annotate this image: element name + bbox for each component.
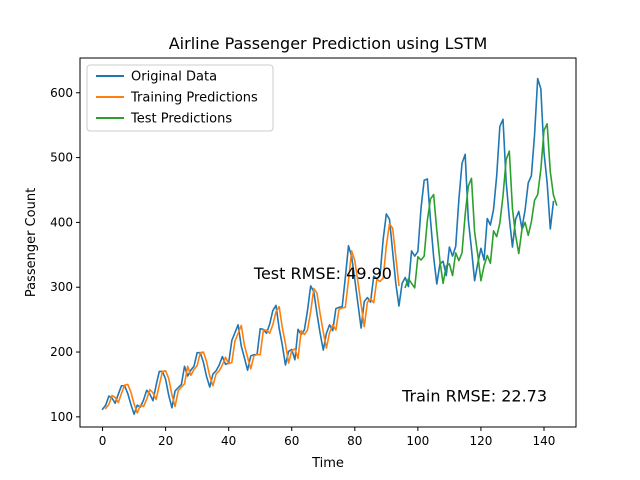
y-tick-label: 200	[50, 345, 73, 359]
series-layer	[101, 77, 558, 416]
plot-area: Test RMSE: 49.90 Train RMSE: 22.73	[79, 57, 577, 428]
y-tick-label: 600	[50, 86, 73, 100]
x-tick-label: 40	[221, 434, 236, 448]
annotation-layer: Test RMSE: 49.90 Train RMSE: 22.73	[253, 264, 547, 406]
x-axis-label: Time	[311, 456, 344, 471]
legend-label-training-predictions: Training Predictions	[130, 91, 258, 106]
legend-box	[86, 64, 274, 132]
x-tick-label: 0	[99, 434, 107, 448]
y-tick-label: 300	[50, 280, 73, 294]
series-line-training-predictions	[104, 222, 400, 414]
series-line-test-predictions	[404, 123, 558, 289]
legend: Original Data Training Predictions Test …	[86, 64, 274, 132]
train-rmse-annotation: Train RMSE: 22.73	[401, 386, 547, 405]
legend-label-original-data: Original Data	[131, 70, 217, 85]
legend-label-test-predictions: Test Predictions	[130, 112, 232, 127]
x-tick-label: 120	[469, 434, 492, 448]
y-tick-label: 500	[50, 151, 73, 165]
x-axis: 0 20 40 60 80 100 120 140	[99, 427, 556, 448]
y-axis: 100 200 300 400 500 600	[50, 86, 80, 424]
x-tick-label: 100	[406, 434, 429, 448]
x-tick-label: 60	[284, 434, 299, 448]
y-tick-label: 400	[50, 215, 73, 229]
chart-title: Airline Passenger Prediction using LSTM	[169, 34, 488, 53]
x-tick-label: 80	[347, 434, 362, 448]
y-axis-label: Passenger Count	[24, 188, 39, 297]
y-tick-label: 100	[50, 410, 73, 424]
plot-frame	[79, 57, 577, 428]
x-tick-label: 20	[158, 434, 173, 448]
x-tick-label: 140	[533, 434, 556, 448]
test-rmse-annotation: Test RMSE: 49.90	[253, 264, 392, 283]
